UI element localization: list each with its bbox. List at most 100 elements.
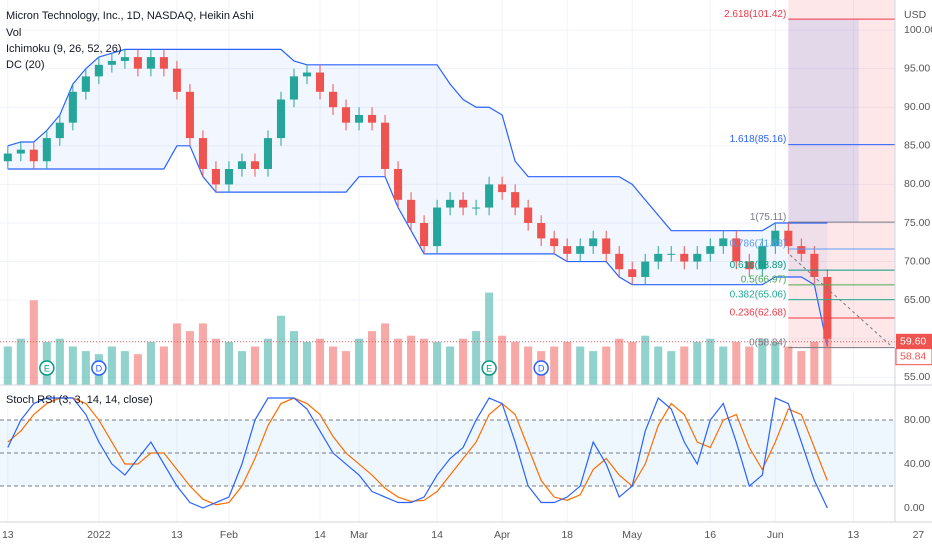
event-label: D: [538, 363, 545, 373]
y-tick-label: 55.00: [904, 371, 930, 383]
candle-body: [537, 222, 546, 239]
candle-body: [315, 72, 325, 92]
candle-body: [524, 207, 533, 223]
fib-label: 0.618(68.89): [730, 260, 787, 271]
fib-label: 0.236(62.68): [730, 308, 787, 319]
volume-bar: [185, 331, 194, 385]
candle-body: [120, 57, 129, 61]
volume-bar: [771, 341, 780, 385]
fib-label: 2.618(101.42): [724, 9, 786, 20]
candle-body: [328, 91, 338, 108]
volume-bar: [524, 346, 533, 385]
volume-bar: [706, 338, 715, 385]
candle-body: [810, 253, 819, 277]
candle-body: [446, 199, 455, 208]
stoch-line: [7, 397, 828, 509]
indicator-label: Ichimoku (9, 26, 52, 26): [6, 43, 122, 55]
volume-bar: [315, 338, 325, 385]
candle-body: [159, 57, 168, 69]
candle-body: [823, 276, 832, 339]
event-label: D: [96, 363, 103, 373]
volume-bar: [485, 292, 494, 385]
volume-bar: [498, 335, 507, 385]
volume-bar: [758, 338, 767, 385]
candle-body: [224, 168, 233, 185]
candle-body: [185, 91, 194, 139]
candle-body: [276, 99, 286, 139]
candle-body: [263, 138, 273, 169]
volume-bar: [563, 341, 572, 385]
volume-bar: [446, 346, 455, 385]
volume-bar: [433, 341, 442, 385]
candle-body: [81, 76, 90, 92]
price-box: [895, 348, 932, 366]
candle-body: [211, 168, 220, 185]
candle-body: [680, 253, 689, 262]
volume-bar: [302, 341, 312, 385]
candle-body: [667, 253, 676, 255]
candle-body: [107, 60, 116, 65]
candle-body: [355, 114, 364, 123]
candle-body: [459, 199, 468, 208]
candle-body: [563, 246, 572, 254]
x-tick-label: Jun: [767, 529, 784, 541]
volume-bar: [641, 335, 650, 385]
fib-label: 0(58.84): [749, 337, 786, 348]
candle-body: [341, 107, 351, 123]
indicator-label: Vol: [6, 27, 21, 39]
volume-bar: [667, 351, 676, 385]
stoch-line: [7, 397, 828, 506]
plot-layer: 55.0060.0065.0070.0075.0080.0085.0090.00…: [0, 9, 932, 541]
fib-label: 0.786(71.63): [730, 239, 787, 250]
volume-bar: [394, 338, 403, 385]
candle-body: [407, 199, 416, 223]
volume-bar: [250, 346, 260, 385]
candle-body: [745, 261, 754, 270]
fib-label: 0.5(66.97): [741, 275, 787, 286]
volume-bar: [198, 323, 207, 385]
volume-bar: [459, 338, 468, 385]
volume-bar: [29, 300, 38, 385]
candle-body: [29, 149, 38, 162]
volume-bar: [589, 351, 598, 385]
x-tick-label: 13: [2, 529, 14, 541]
candle-body: [784, 230, 793, 247]
x-tick-label: 14: [431, 529, 443, 541]
candle-body: [732, 238, 741, 262]
candle-body: [758, 246, 767, 270]
volume-bar: [732, 341, 741, 385]
candle-body: [55, 122, 64, 139]
currency-label: USD: [904, 9, 927, 21]
x-tick-label: 14: [314, 529, 326, 541]
event-marker: [91, 360, 107, 376]
candle-body: [420, 222, 429, 247]
candle-body: [589, 238, 598, 247]
candle-body: [719, 238, 728, 247]
candle-body: [94, 64, 103, 77]
candle-body: [693, 253, 702, 262]
volume-bar: [576, 346, 585, 385]
volume-bar: [550, 346, 559, 385]
fib-label: 1(75.11): [750, 212, 787, 223]
x-tick-label: Feb: [220, 529, 238, 541]
fib-label: 0.382(65.06): [730, 289, 787, 300]
event-label: E: [486, 363, 492, 373]
volume-bar: [823, 323, 832, 385]
indicator-label: DC (20): [6, 59, 45, 71]
candle-body: [433, 207, 442, 247]
volume-bar: [745, 346, 754, 385]
volume-bar: [615, 338, 624, 385]
event-marker: [533, 360, 549, 376]
x-tick-label: 16: [704, 529, 716, 541]
candle-body: [3, 153, 12, 162]
event-label: E: [44, 363, 50, 373]
volume-bar: [654, 346, 663, 385]
x-tick-label: Apr: [494, 529, 511, 541]
candle-body: [485, 184, 494, 208]
volume-bar: [680, 346, 689, 385]
candle-body: [771, 230, 780, 247]
volume-bar: [797, 351, 806, 385]
volume-bar: [159, 346, 168, 385]
y-tick-label: 0.00: [904, 502, 925, 514]
x-tick-label: 18: [561, 529, 573, 541]
